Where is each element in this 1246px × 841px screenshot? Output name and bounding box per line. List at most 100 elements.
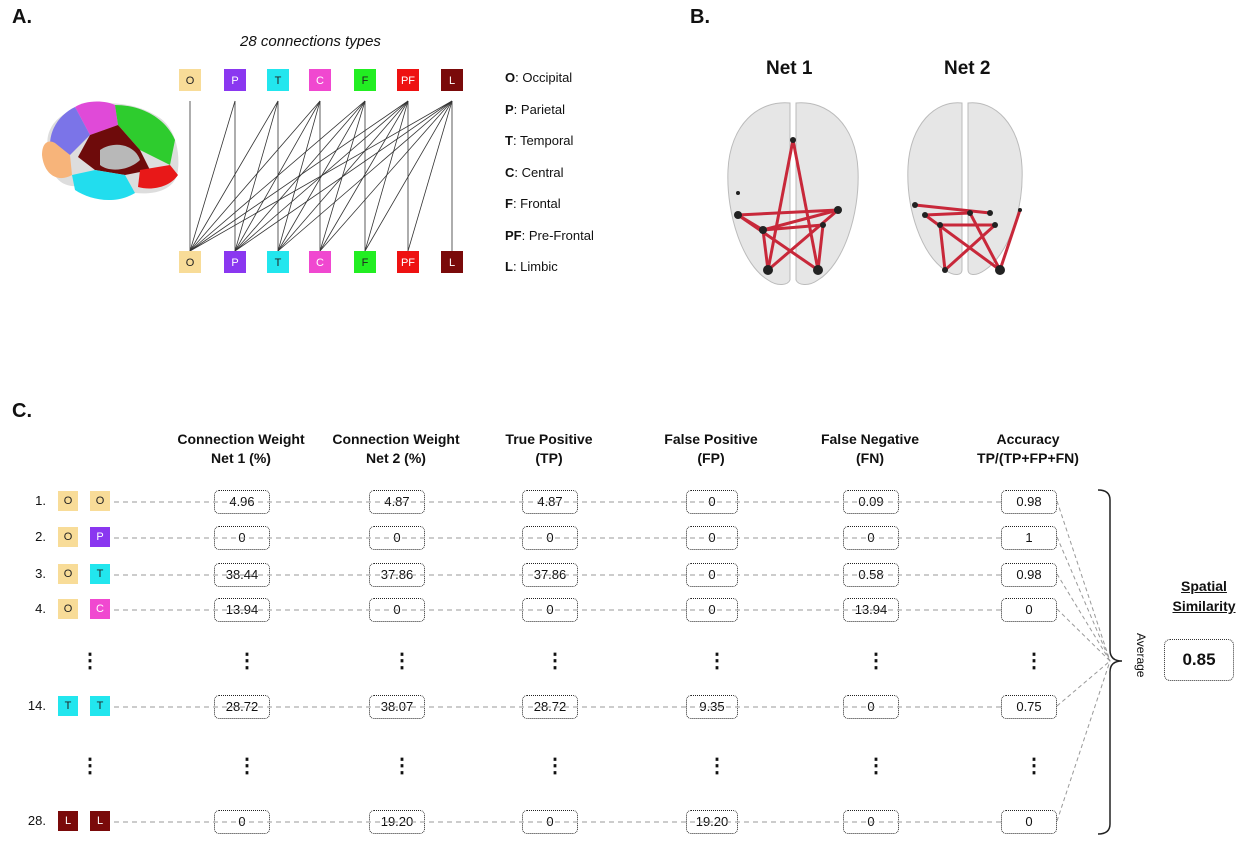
svg-text:PF: PF bbox=[401, 257, 415, 269]
svg-text:P: P bbox=[231, 75, 238, 87]
ellipsis: ⋮ bbox=[237, 755, 257, 777]
row-region-l: L bbox=[90, 811, 110, 831]
average-label: Average bbox=[1134, 633, 1148, 678]
svg-text:T: T bbox=[275, 257, 282, 269]
connection-line bbox=[364, 100, 453, 252]
value-cell: 1 bbox=[1001, 526, 1057, 550]
legend-code: PF bbox=[505, 227, 522, 243]
value-cell: 13.94 bbox=[214, 598, 270, 622]
top-region-node-p: P bbox=[224, 69, 246, 91]
legend-code: O bbox=[505, 70, 516, 85]
ellipsis: ⋮ bbox=[545, 755, 565, 777]
ellipsis: ⋮ bbox=[866, 650, 886, 672]
row-region-o: O bbox=[90, 491, 110, 511]
row-region-p: P bbox=[90, 527, 110, 547]
ellipsis: ⋮ bbox=[237, 650, 257, 672]
value-cell: 13.94 bbox=[843, 598, 899, 622]
legend-code: F bbox=[505, 196, 513, 211]
average-brace bbox=[1097, 489, 1123, 835]
value-cell: 0 bbox=[369, 598, 425, 622]
svg-text:C: C bbox=[316, 75, 324, 87]
value-cell: 0 bbox=[686, 598, 738, 622]
bottom-region-node-l: L bbox=[441, 251, 463, 273]
row-region-o: O bbox=[58, 599, 78, 619]
connection-line bbox=[234, 100, 366, 252]
value-cell: 28.72 bbox=[214, 695, 270, 719]
row-region-t: T bbox=[90, 564, 110, 584]
value-cell: 0 bbox=[686, 526, 738, 550]
value-cell: 0.58 bbox=[843, 563, 899, 587]
column-header-line: (FN) bbox=[856, 450, 884, 466]
legend-item-f: F: Frontal bbox=[505, 196, 561, 211]
ellipsis: ⋮ bbox=[80, 650, 100, 672]
net1-brain-network bbox=[727, 102, 859, 285]
bottom-region-node-p: P bbox=[224, 251, 246, 273]
average-guide-line bbox=[1056, 573, 1111, 662]
value-cell: 0 bbox=[214, 810, 270, 834]
legend-region-name: : Temporal bbox=[512, 133, 574, 148]
legend-item-p: P: Parietal bbox=[505, 102, 565, 117]
net2-title: Net 2 bbox=[944, 58, 991, 79]
connection-line bbox=[277, 100, 409, 252]
column-header-line: Connection Weight bbox=[332, 431, 460, 447]
bottom-region-node-f: F bbox=[354, 251, 376, 273]
value-cell: 37.86 bbox=[522, 563, 578, 587]
ellipsis: ⋮ bbox=[1024, 650, 1044, 672]
column-header-line: Net 1 (%) bbox=[211, 450, 271, 466]
column-header-line: (FP) bbox=[697, 450, 725, 466]
svg-text:F: F bbox=[362, 75, 369, 87]
svg-text:P: P bbox=[231, 257, 238, 269]
connection-types-graph: O O P P T T C C F F PF PF L L bbox=[179, 69, 463, 273]
connection-line bbox=[319, 100, 409, 252]
value-cell: 0 bbox=[522, 526, 578, 550]
column-header-line: Net 2 (%) bbox=[366, 450, 426, 466]
column-header-line: TP/(TP+FP+FN) bbox=[977, 450, 1079, 466]
legend-item-t: T: Temporal bbox=[505, 133, 573, 148]
row-index: 14. bbox=[27, 698, 46, 713]
brain-region-illustration bbox=[42, 101, 179, 201]
connection-line bbox=[189, 100, 321, 252]
row-index: 4. bbox=[35, 601, 46, 616]
column-header-2: Connection Weight Net 2 (%) bbox=[311, 430, 481, 468]
value-cell: 28.72 bbox=[522, 695, 578, 719]
row-index: 28. bbox=[27, 813, 46, 828]
connection-line bbox=[364, 100, 409, 252]
value-cell: 0 bbox=[1001, 810, 1057, 834]
ellipsis: ⋮ bbox=[392, 755, 412, 777]
legend-item-pf: PF: Pre-Frontal bbox=[505, 228, 594, 243]
connection-line bbox=[319, 100, 366, 252]
legend-code: T bbox=[505, 133, 513, 148]
connection-line bbox=[277, 100, 321, 252]
connection-line bbox=[277, 100, 366, 252]
legend-region-name: : Occipital bbox=[515, 70, 573, 85]
value-cell: 0 bbox=[369, 526, 425, 550]
average-guide-line bbox=[1056, 660, 1111, 707]
value-cell: 4.96 bbox=[214, 490, 270, 514]
row-region-o: O bbox=[58, 527, 78, 547]
legend-code: L bbox=[505, 259, 513, 274]
value-cell: 0 bbox=[843, 810, 899, 834]
spatial-similarity-value: 0.85 bbox=[1164, 639, 1234, 681]
row-region-l: L bbox=[58, 811, 78, 831]
spatial-similarity-title: Spatial Similarity bbox=[1158, 576, 1246, 616]
value-cell: 0.98 bbox=[1001, 490, 1057, 514]
connections-title: 28 connections types bbox=[240, 33, 381, 50]
connection-line bbox=[234, 100, 321, 252]
connection-line bbox=[189, 100, 279, 252]
svg-text:C: C bbox=[316, 257, 324, 269]
svg-text:O: O bbox=[186, 257, 195, 269]
row-index: 2. bbox=[35, 529, 46, 544]
bottom-region-node-c: C bbox=[309, 251, 331, 273]
value-cell: 38.07 bbox=[369, 695, 425, 719]
svg-text:PF: PF bbox=[401, 75, 415, 87]
column-header-3: True Positive (TP) bbox=[464, 430, 634, 468]
legend-region-name: : Central bbox=[514, 164, 564, 180]
legend-region-name: : Parietal bbox=[513, 101, 565, 117]
value-cell: 19.20 bbox=[369, 810, 425, 834]
value-cell: 0 bbox=[1001, 598, 1057, 622]
column-header-4: False Positive (FP) bbox=[626, 430, 796, 468]
similarity-title-line2: Similarity bbox=[1172, 598, 1236, 614]
value-cell: 0 bbox=[686, 490, 738, 514]
top-region-node-pf: PF bbox=[397, 69, 419, 91]
average-guide-line bbox=[1056, 500, 1111, 662]
